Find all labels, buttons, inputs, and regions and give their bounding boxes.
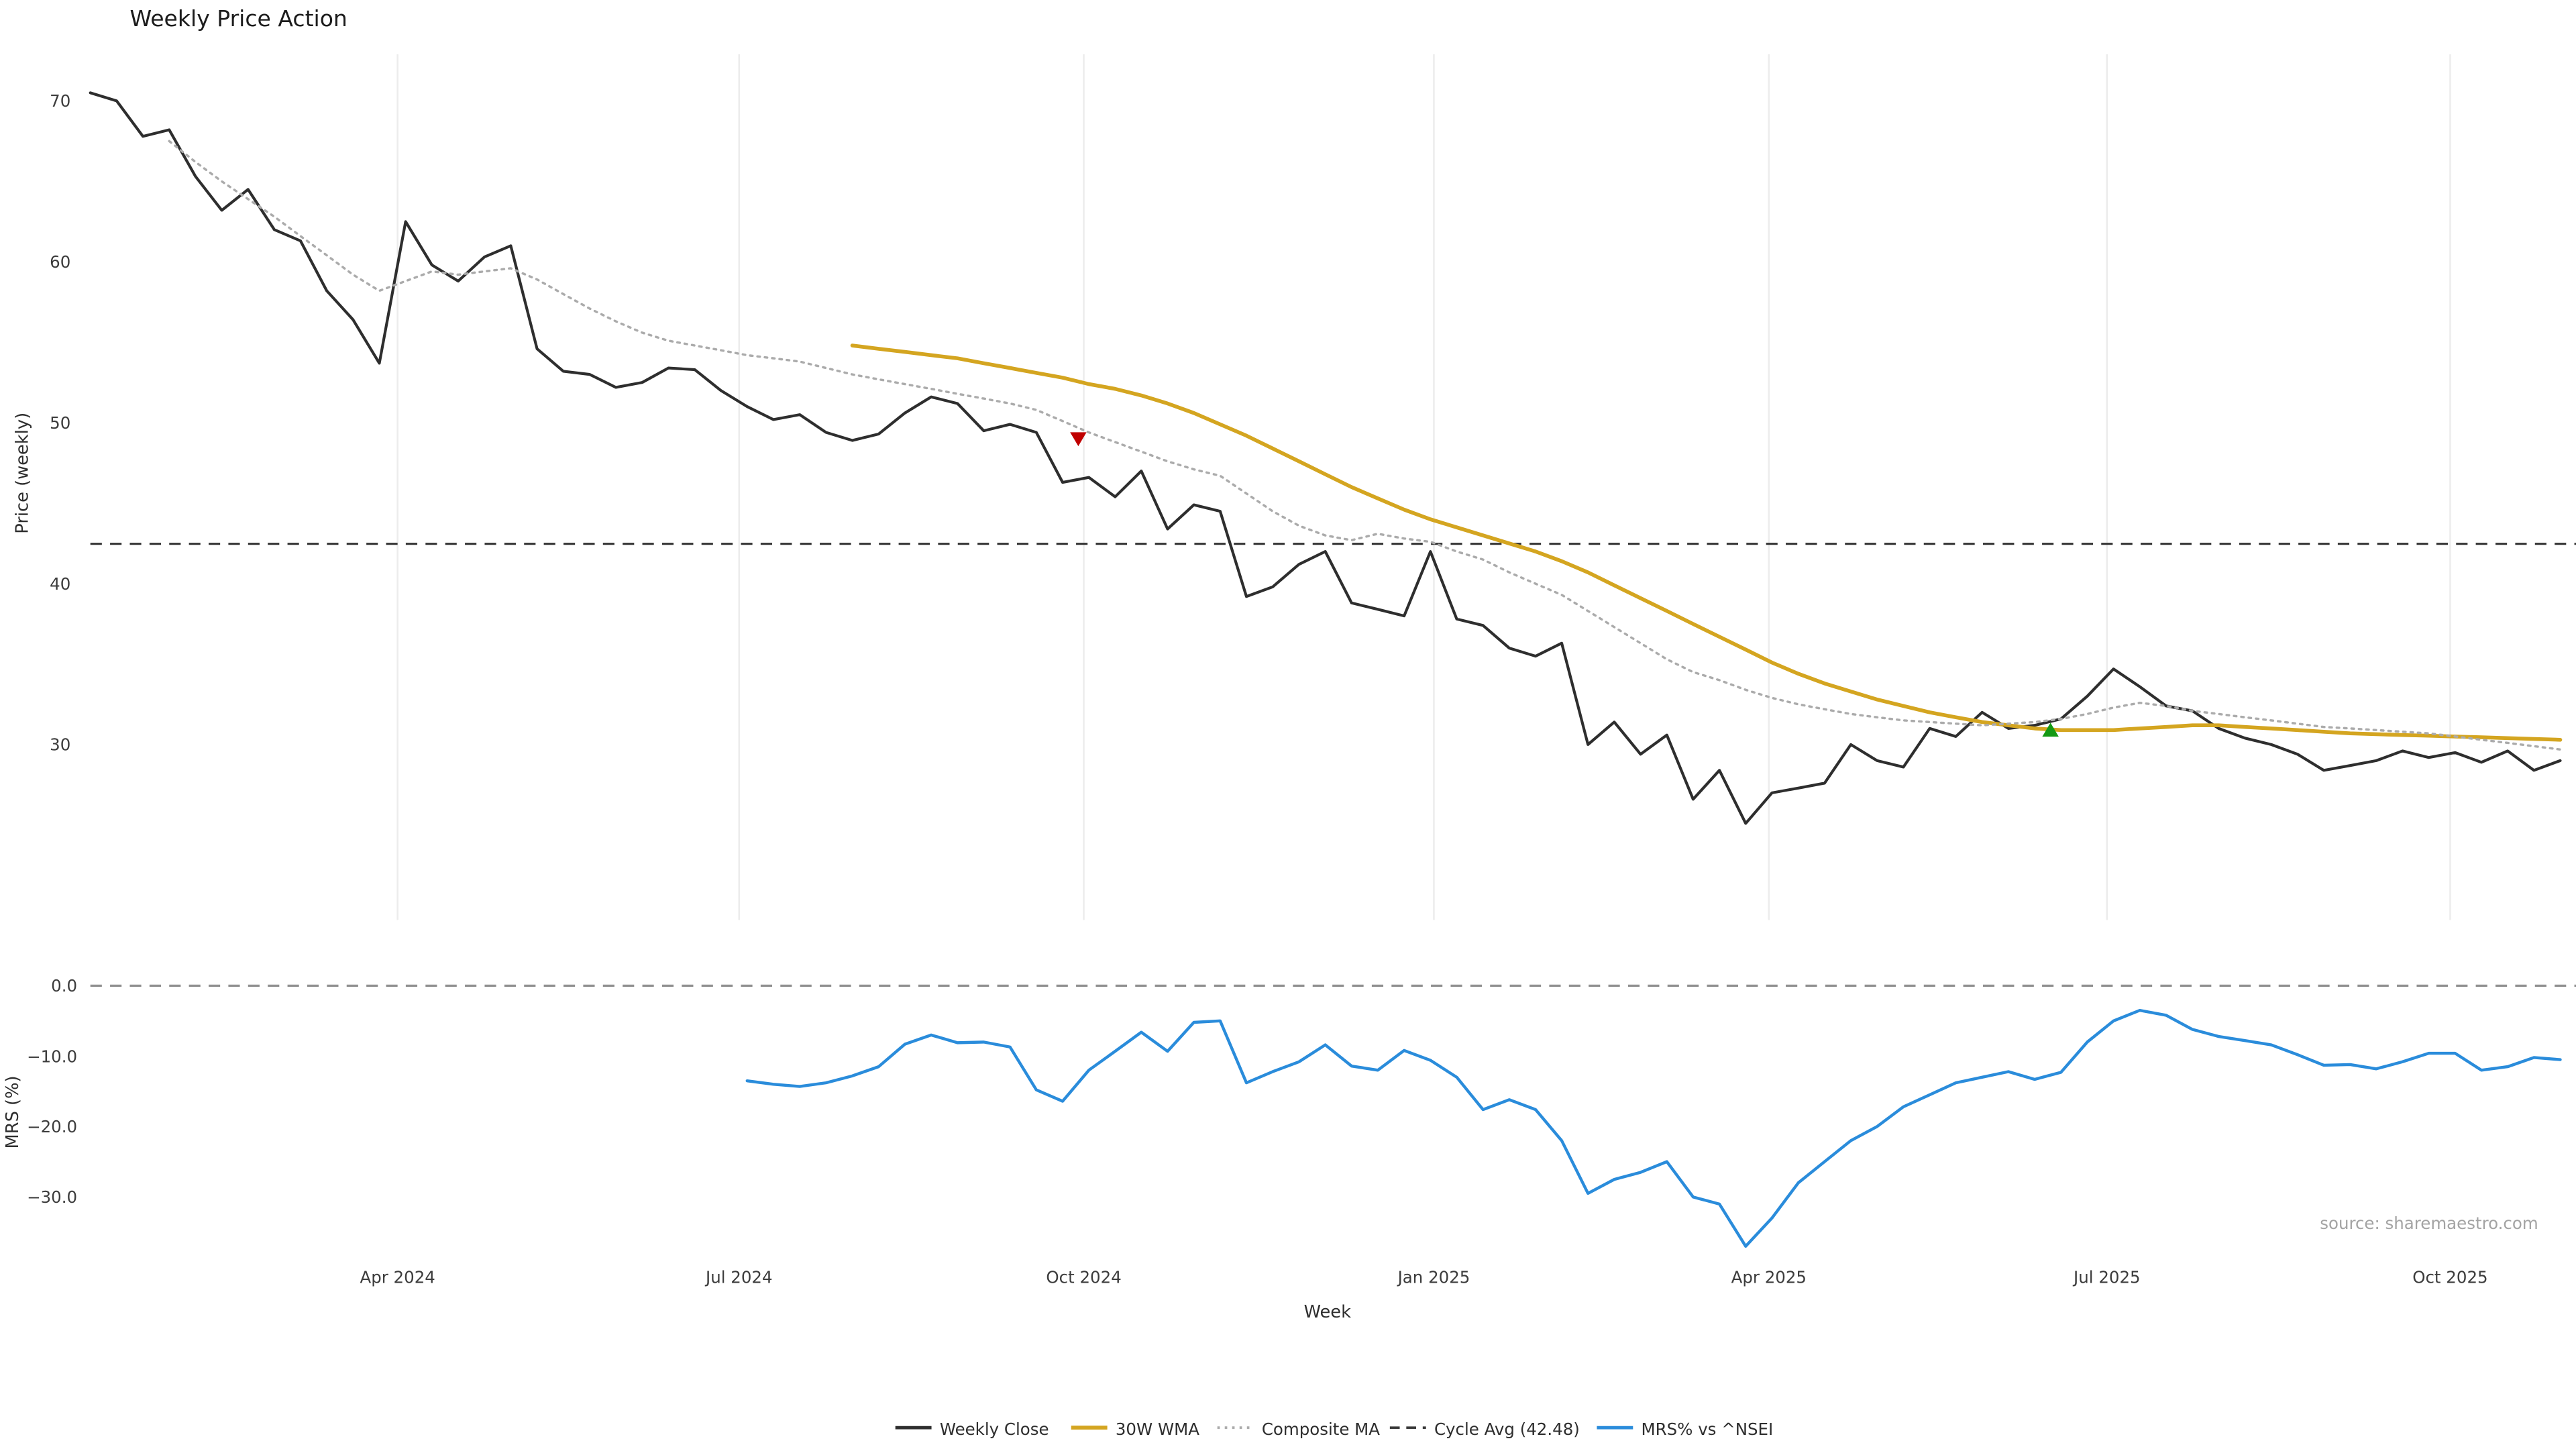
axis-ticks: Apr 2024 Jul 2024 Oct 2024 Jan 2025 Apr 2025… — [27, 91, 2487, 1287]
legend: Weekly Close 30W WMA Composite MA Cycle … — [895, 1419, 1773, 1439]
x-tick-label: Jan 2025 — [1397, 1268, 1470, 1287]
y-tick-label: 40 — [50, 574, 70, 594]
legend-label-cycle-avg: Cycle Avg (42.48) — [1434, 1419, 1580, 1439]
x-tick-label: Oct 2025 — [2412, 1268, 2487, 1287]
x-tick-label: Oct 2024 — [1046, 1268, 1121, 1287]
x-tick-label: Apr 2024 — [360, 1268, 435, 1287]
legend-label-30w-wma: 30W WMA — [1116, 1419, 1199, 1439]
y-tick-label: 30 — [50, 735, 70, 755]
weekly-close-line — [89, 91, 2562, 825]
series-layer — [89, 91, 2576, 1248]
mrs-vs-nsei-line — [745, 1008, 2562, 1248]
buy-signal-marker-icon — [2042, 722, 2059, 737]
y-tick-label: 70 — [50, 91, 70, 111]
legend-item-cycle-avg: Cycle Avg (42.48) — [1389, 1419, 1580, 1439]
wma-30w-line — [850, 343, 2563, 742]
x-tick-label: Apr 2025 — [1731, 1268, 1807, 1287]
legend-item-mrs: MRS% vs ^NSEI — [1597, 1419, 1773, 1439]
x-axis-label: Week — [1304, 1302, 1352, 1322]
price-y-axis-label: Price (weekly) — [13, 413, 33, 534]
legend-item-composite-ma: Composite MA — [1217, 1419, 1380, 1439]
x-tick-label: Jul 2024 — [704, 1268, 773, 1287]
gridlines — [396, 54, 2451, 920]
composite-ma-line — [168, 140, 2562, 751]
source-note: source: sharemaestro.com — [2320, 1214, 2538, 1233]
y-tick-label: 50 — [50, 413, 70, 433]
y-tick-label: −10.0 — [27, 1046, 77, 1066]
mrs-y-axis-label: MRS (%) — [3, 1075, 23, 1148]
legend-label-mrs: MRS% vs ^NSEI — [1642, 1419, 1774, 1439]
sell-signal-marker-icon — [1070, 432, 1087, 447]
legend-item-weekly-close: Weekly Close — [895, 1419, 1049, 1439]
y-tick-label: −20.0 — [27, 1117, 77, 1136]
legend-label-weekly-close: Weekly Close — [940, 1419, 1049, 1439]
y-tick-label: 0.0 — [51, 976, 77, 996]
x-tick-label: Jul 2025 — [2072, 1268, 2141, 1287]
y-tick-label: 60 — [50, 252, 70, 272]
chart-title: Weekly Price Action — [129, 5, 347, 32]
legend-label-composite-ma: Composite MA — [1262, 1419, 1380, 1439]
legend-item-30w-wma: 30W WMA — [1071, 1419, 1199, 1439]
y-tick-label: −30.0 — [27, 1187, 77, 1207]
